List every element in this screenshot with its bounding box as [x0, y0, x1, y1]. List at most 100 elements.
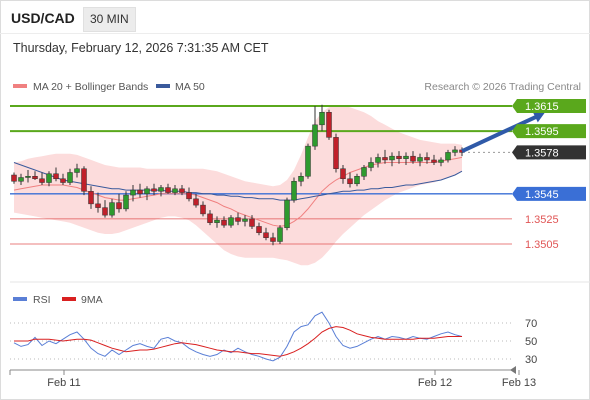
- x-axis-arrow-icon: [510, 366, 516, 374]
- candle: [67, 168, 73, 186]
- level-badge-1.3595: 1.3595: [512, 124, 586, 139]
- candle: [368, 157, 374, 172]
- candle: [312, 106, 318, 150]
- x-label-feb-13: Feb 13: [502, 377, 536, 389]
- candle: [375, 153, 381, 168]
- header: USD/CAD 30 MIN: [0, 0, 590, 38]
- candle: [81, 166, 87, 196]
- level-label-1.3505: 1.3505: [525, 239, 559, 251]
- rsi-ma-line: [14, 326, 462, 357]
- candle: [340, 164, 346, 184]
- candle: [60, 173, 66, 186]
- candle: [396, 151, 402, 164]
- level-label-1.3525: 1.3525: [525, 214, 559, 226]
- candle: [403, 152, 409, 165]
- candle: [144, 186, 150, 201]
- candle: [228, 215, 234, 228]
- candle: [319, 104, 325, 132]
- candle: [186, 187, 192, 202]
- candle: [130, 185, 136, 202]
- level-badge-1.3545: 1.3545: [512, 186, 586, 201]
- rsi-legend-label: RSI: [33, 294, 51, 306]
- candle: [333, 133, 339, 173]
- candlesticks: [11, 104, 465, 246]
- candle: [277, 225, 283, 244]
- candle: [95, 192, 101, 213]
- ma50-line: [13, 162, 463, 201]
- chart-datetime: Thursday, February 12, 2026 7:31:35 AM C…: [13, 41, 269, 55]
- rsi-tick-50: 50: [525, 336, 537, 348]
- rsi-line: [13, 311, 463, 362]
- level-badge-1.3615: 1.3615: [512, 99, 586, 113]
- x-axis-labels: Feb 11 Feb 12 Feb 13: [9, 370, 536, 389]
- candle: [221, 216, 227, 228]
- candle: [452, 146, 458, 157]
- research-credit: Research © 2026 Trading Central: [424, 81, 581, 93]
- rsi-tick-30: 30: [525, 354, 537, 366]
- rsi-ma-legend-label: 9MA: [81, 294, 103, 306]
- candle: [361, 164, 367, 181]
- candle: [123, 191, 129, 212]
- candle: [116, 193, 122, 213]
- candle: [200, 201, 206, 217]
- candle: [263, 227, 269, 241]
- ma20-legend-label: MA 20 + Bollinger Bands: [33, 81, 148, 93]
- projection-arrow-shaft: [461, 113, 541, 153]
- candle: [305, 143, 311, 179]
- candle: [207, 210, 213, 226]
- rsi-indicator: 70 50 30: [10, 311, 537, 366]
- ma50-legend-label: MA 50: [175, 81, 205, 93]
- level-badge-text-1.3615: 1.3615: [525, 101, 559, 113]
- candle: [256, 222, 262, 236]
- rsi-legend-swatch: [13, 297, 27, 301]
- header-divider: [0, 33, 590, 34]
- candle: [53, 167, 59, 182]
- candle: [389, 152, 395, 167]
- x-label-feb-11: Feb 11: [47, 377, 80, 389]
- ma20-legend-swatch: [13, 84, 27, 88]
- candle: [137, 183, 143, 198]
- candle: [32, 171, 38, 181]
- rsi-tick-70: 70: [525, 318, 537, 330]
- candle: [109, 198, 115, 218]
- candle: [88, 186, 94, 209]
- candle: [354, 173, 360, 187]
- candle: [445, 149, 451, 163]
- level-badge-text-1.3595: 1.3595: [525, 126, 559, 138]
- level-labels: 1.3615 1.3595 1.3578 1.3545 1.3525 1.3505: [512, 99, 586, 251]
- projection-arrow-head-icon: [532, 110, 546, 123]
- candle: [270, 232, 276, 246]
- candle: [417, 153, 423, 167]
- candle: [18, 173, 24, 186]
- candle: [249, 215, 255, 229]
- candle: [102, 200, 108, 218]
- candle: [11, 172, 17, 184]
- candle: [284, 197, 290, 231]
- level-badge-text-1.3578: 1.3578: [525, 147, 559, 159]
- candle: [382, 149, 388, 164]
- candle: [298, 172, 304, 187]
- candle: [347, 172, 353, 188]
- candle: [46, 171, 52, 187]
- candle: [235, 212, 241, 226]
- candle: [424, 152, 430, 164]
- candle: [326, 109, 332, 140]
- candle: [151, 183, 157, 196]
- currency-pair-title: USD/CAD: [11, 10, 75, 26]
- level-badge-text-1.3545: 1.3545: [525, 189, 559, 201]
- ma50-legend-swatch: [156, 84, 170, 88]
- candle: [39, 172, 45, 186]
- candle: [158, 185, 164, 197]
- candle: [172, 185, 178, 196]
- candle: [74, 163, 80, 178]
- projection-arrow: [461, 110, 546, 153]
- candle: [438, 157, 444, 167]
- bollinger-bands: [14, 106, 462, 266]
- candle: [431, 154, 437, 165]
- timeframe-button[interactable]: 30 MIN: [83, 7, 136, 32]
- candle: [179, 185, 185, 196]
- candle: [193, 193, 199, 208]
- candle: [291, 177, 297, 203]
- candle: [214, 216, 220, 228]
